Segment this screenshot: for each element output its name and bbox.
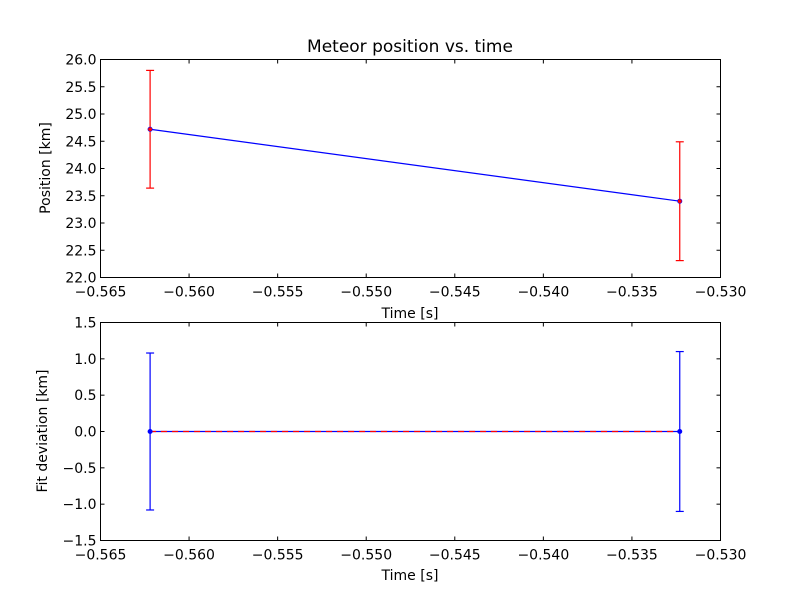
y-axis-label: Position [km] (38, 122, 54, 214)
data-point (147, 428, 153, 434)
data-point (677, 198, 683, 204)
y-tick-label: 0.5 (74, 388, 96, 404)
y-tick-label: 1.5 (74, 316, 96, 332)
series-line (150, 128, 680, 202)
y-tick-label: 24.5 (65, 134, 96, 150)
y-tick-label: −1.5 (63, 534, 97, 550)
fit-deviation-subplot: Time [s] Fit deviation [km] −0.565 −0.560… (35, 316, 746, 585)
y-tick-label: 1.0 (74, 352, 96, 368)
axis-ticks: −0.565 −0.560 −0.555 −0.550 −0.545 −0.540 −0.5… (63, 316, 747, 564)
x-tick-label: −0.555 (252, 285, 304, 301)
x-tick-label: −0.560 (163, 285, 215, 301)
x-tick-label: −0.540 (517, 548, 569, 564)
x-tick-label: −0.545 (429, 285, 481, 301)
y-tick-label: 22.5 (65, 243, 96, 259)
x-tick-label: −0.550 (340, 548, 392, 564)
y-tick-label: 25.5 (65, 80, 96, 96)
x-tick-label: −0.565 (75, 285, 127, 301)
axes-frame (100, 59, 721, 278)
y-tick-label: 23.5 (65, 189, 96, 205)
chart-title: Meteor position vs. time (307, 37, 513, 57)
x-tick-label: −0.550 (340, 285, 392, 301)
x-axis-label: Time [s] (381, 306, 439, 322)
y-tick-label: 25.0 (65, 107, 96, 123)
x-tick-label: −0.530 (695, 285, 747, 301)
y-tick-label: 26.0 (65, 53, 96, 69)
y-tick-label: −0.5 (63, 461, 97, 477)
x-tick-label: −0.535 (606, 548, 658, 564)
axis-ticks: −0.565 −0.560 −0.555 −0.550 −0.545 −0.540 −0.5… (65, 53, 746, 301)
plot-area (146, 350, 684, 513)
data-point (677, 428, 683, 434)
x-tick-label: −0.535 (606, 285, 658, 301)
y-tick-label: 24.0 (65, 162, 96, 178)
data-point (147, 126, 153, 132)
axes-frame (100, 322, 721, 541)
y-tick-label: −1.0 (63, 497, 97, 513)
y-tick-label: 22.0 (65, 271, 96, 287)
x-tick-label: −0.565 (75, 548, 127, 564)
y-axis-label: Fit deviation [km] (35, 369, 51, 492)
x-tick-label: −0.530 (695, 548, 747, 564)
y-tick-label: 23.0 (65, 216, 96, 232)
x-tick-label: −0.540 (517, 285, 569, 301)
y-tick-label: 0.0 (74, 425, 96, 441)
x-tick-label: −0.545 (429, 548, 481, 564)
x-axis-label: Time [s] (381, 568, 439, 584)
position-subplot: Meteor position vs. time Time [s] Positi… (38, 37, 746, 322)
plot-area (146, 69, 684, 262)
x-tick-label: −0.560 (163, 548, 215, 564)
x-tick-label: −0.555 (252, 548, 304, 564)
